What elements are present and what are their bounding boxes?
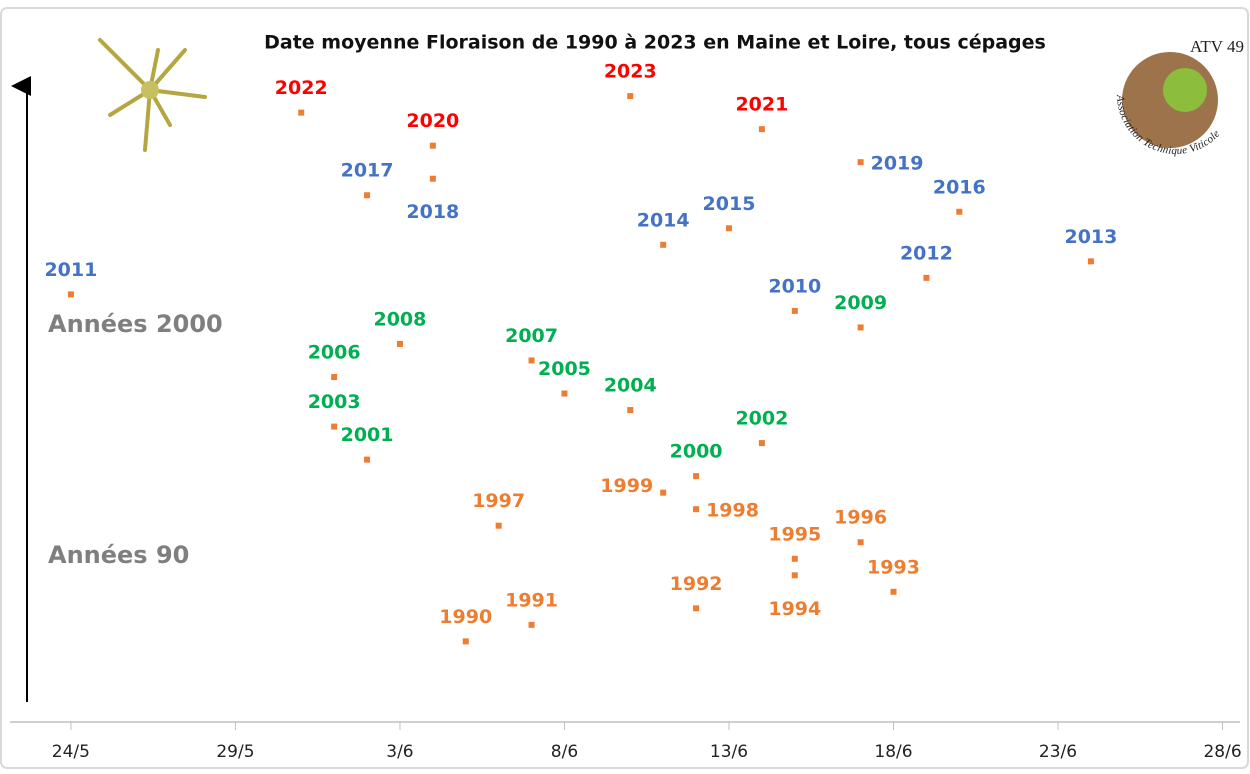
point [891, 589, 897, 595]
point [364, 192, 370, 198]
point [627, 407, 633, 413]
point [693, 473, 699, 479]
point [1088, 258, 1094, 264]
data-label: 1998 [706, 500, 759, 522]
data-label: 2012 [900, 242, 953, 264]
point [463, 638, 469, 644]
data-label: 2021 [735, 94, 788, 116]
data-label: 1997 [472, 490, 525, 512]
data-label: 1994 [768, 598, 821, 620]
point [331, 374, 337, 380]
data-label: 2015 [703, 193, 756, 215]
point [759, 126, 765, 132]
x-tick-label: 28/6 [1203, 742, 1241, 762]
data-label: 2004 [604, 375, 657, 397]
data-label: 2022 [275, 77, 328, 99]
annotation: Années 2000 [48, 310, 223, 338]
point [923, 275, 929, 281]
data-label: 1993 [867, 556, 920, 578]
data-label: 2014 [637, 209, 690, 231]
data-label: 2006 [308, 342, 361, 364]
x-tick-label: 18/6 [874, 742, 912, 762]
x-tick-label: 8/6 [551, 742, 578, 762]
point [397, 341, 403, 347]
data-label: 2010 [768, 275, 821, 297]
data-label: 2001 [341, 424, 394, 446]
data-label: 2023 [604, 61, 657, 83]
data-label: 1996 [834, 507, 887, 529]
data-label: 2007 [505, 325, 558, 347]
point [693, 506, 699, 512]
point [660, 490, 666, 496]
data-label: 2011 [44, 259, 97, 281]
data-label: 1999 [600, 475, 653, 497]
x-tick-label: 24/5 [52, 742, 90, 762]
data-label: 1992 [670, 573, 723, 595]
data-label: 2008 [373, 308, 426, 330]
data-label: 2020 [406, 110, 459, 132]
chart-title: Date moyenne Floraison de 1990 à 2023 en… [264, 32, 1046, 54]
point [529, 622, 535, 628]
data-label: 1995 [768, 523, 821, 545]
point [660, 242, 666, 248]
x-tick-label: 3/6 [386, 742, 413, 762]
chart: Date moyenne Floraison de 1990 à 2023 en… [0, 0, 1250, 770]
data-label: 2000 [670, 441, 723, 463]
point [858, 539, 864, 545]
data-label: 2005 [538, 358, 591, 380]
point [364, 457, 370, 463]
data-label: 2019 [871, 153, 924, 175]
point [529, 357, 535, 363]
point [858, 159, 864, 165]
annotation: Années 90 [48, 541, 189, 569]
point [858, 324, 864, 330]
point [792, 308, 798, 314]
data-label: 2013 [1064, 226, 1117, 248]
data-label: 2009 [834, 292, 887, 314]
point [627, 93, 633, 99]
point [561, 391, 567, 397]
point [68, 291, 74, 297]
data-label: 1991 [505, 589, 558, 611]
point [430, 176, 436, 182]
point [759, 440, 765, 446]
x-tick-label: 23/6 [1039, 742, 1077, 762]
logo-title: ATV 49 [1190, 37, 1244, 56]
data-label: 2016 [933, 176, 986, 198]
data-label: 2002 [735, 408, 788, 430]
point [496, 523, 502, 529]
data-label: 2018 [406, 201, 459, 223]
point [331, 424, 337, 430]
point [726, 225, 732, 231]
point [430, 143, 436, 149]
point [792, 572, 798, 578]
x-tick-label: 13/6 [710, 742, 748, 762]
data-label: 2003 [308, 391, 361, 413]
x-tick-label: 29/5 [216, 742, 254, 762]
point [693, 605, 699, 611]
point [792, 556, 798, 562]
point [298, 110, 304, 116]
point [956, 209, 962, 215]
data-label: 2017 [341, 160, 394, 182]
data-label: 1990 [439, 606, 492, 628]
